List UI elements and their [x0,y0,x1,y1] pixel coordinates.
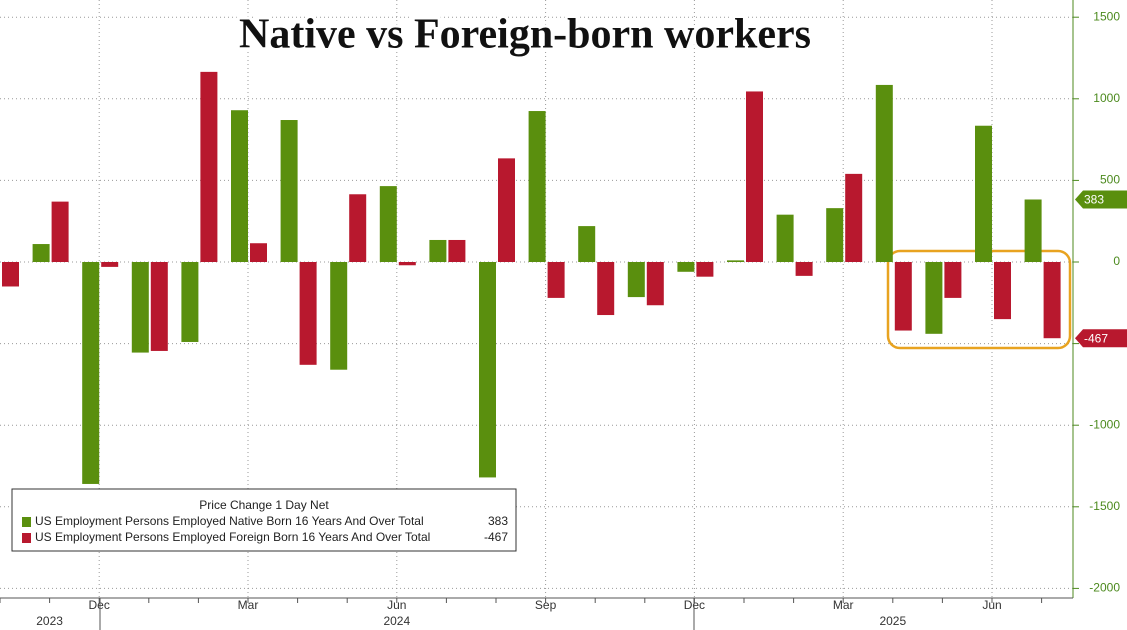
y-tick-label: -1500 [1089,499,1120,513]
bar [677,262,695,272]
bar [845,173,863,262]
legend-label: US Employment Persons Employed Native Bo… [35,514,424,528]
bar [528,111,546,262]
bar [82,262,100,484]
bar [994,262,1011,320]
value-tag-label: 383 [1084,193,1104,207]
bar [231,110,248,262]
legend-swatch [22,533,31,543]
legend-box [11,488,517,552]
x-tick-label: Jun [982,598,1001,612]
x-tick-label: Mar [833,598,854,612]
x-tick-label: Jun [387,598,406,612]
bar [349,194,367,262]
bar [547,262,565,298]
bar [627,262,645,298]
bar [1043,262,1061,339]
bar [131,262,149,353]
bar [181,262,199,342]
bar [727,260,744,262]
bar [1024,199,1042,262]
year-label: 2025 [879,614,906,628]
y-tick-label: 1000 [1093,91,1120,105]
legend-value: 383 [488,514,508,528]
bar [379,186,397,262]
bar [578,226,596,262]
bar [597,262,615,316]
bar [398,262,416,266]
y-tick-label: 500 [1100,173,1120,187]
y-tick-label: 0 [1113,254,1120,268]
bar [746,91,763,263]
legend-value: -467 [484,530,508,544]
y-tick-label: -1000 [1089,417,1120,431]
bar [944,262,962,298]
bar [925,262,943,334]
legend-title: Price Change 1 Day Net [199,498,329,512]
x-tick-label: Sep [535,598,557,612]
x-tick-label: Dec [89,598,110,612]
y-tick-label: 1500 [1093,9,1120,23]
bar [299,262,317,365]
bar [200,71,218,262]
bar [795,262,813,276]
bar [2,262,19,287]
y-tick-label: -2000 [1089,581,1120,595]
bar [429,239,447,262]
bar [826,208,844,262]
bar [696,262,714,277]
bar [150,262,168,351]
legend-swatch [22,517,31,527]
value-tag [1075,190,1127,209]
chart-title: Native vs Foreign-born workers [239,12,811,58]
bar [875,84,893,262]
bar [250,243,267,262]
bar [448,239,466,262]
legend-label: US Employment Persons Employed Foreign B… [35,530,430,544]
value-tag-label: -467 [1084,331,1108,345]
bar [646,262,664,306]
bar [101,262,119,267]
bar [975,125,992,262]
value-tag [1075,329,1127,348]
legend: Price Change 1 Day Net US Employment Per… [11,488,517,552]
bar [479,262,496,478]
year-label: 2023 [36,614,63,628]
bar [32,244,50,262]
bar [498,158,515,262]
highlight-box [886,249,1072,350]
bar [894,262,912,331]
bar [51,201,69,262]
bar [330,262,348,370]
x-tick-label: Mar [238,598,259,612]
bar [776,214,794,262]
year-label: 2024 [383,614,410,628]
bar [280,120,298,263]
